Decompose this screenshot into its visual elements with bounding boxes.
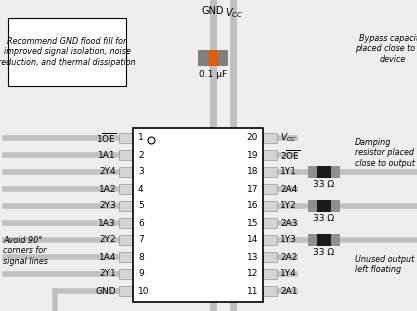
Text: 1A3: 1A3 — [98, 219, 116, 228]
Bar — [331, 234, 340, 246]
Text: 4: 4 — [138, 184, 143, 193]
Bar — [263, 218, 277, 228]
Bar — [119, 150, 133, 160]
Text: 3: 3 — [138, 168, 144, 177]
Text: 18: 18 — [246, 168, 258, 177]
Text: 2A3: 2A3 — [280, 219, 297, 228]
Bar — [119, 201, 133, 211]
Text: GND: GND — [95, 286, 116, 295]
Bar — [119, 167, 133, 177]
Text: Bypass capacitor
placed close to the
device: Bypass capacitor placed close to the dev… — [355, 34, 417, 64]
Text: 17: 17 — [246, 184, 258, 193]
Text: 2A2: 2A2 — [280, 253, 297, 262]
Text: 7: 7 — [138, 235, 144, 244]
Text: $V_{CC}$: $V_{CC}$ — [280, 132, 297, 144]
Bar — [119, 252, 133, 262]
Text: 15: 15 — [246, 219, 258, 228]
Text: 2Y4: 2Y4 — [99, 168, 116, 177]
Text: 5: 5 — [138, 202, 144, 211]
Bar — [308, 234, 317, 246]
Text: 11: 11 — [246, 286, 258, 295]
Text: GND: GND — [202, 6, 224, 16]
Bar — [208, 50, 218, 66]
Text: 16: 16 — [246, 202, 258, 211]
Text: 14: 14 — [246, 235, 258, 244]
Text: 1$\overline{\mathrm{OE}}$: 1$\overline{\mathrm{OE}}$ — [95, 131, 116, 145]
Text: Damping
resistor placed
close to output: Damping resistor placed close to output — [355, 138, 415, 168]
Bar — [119, 269, 133, 279]
Text: 20: 20 — [246, 133, 258, 142]
Bar — [119, 218, 133, 228]
Text: 8: 8 — [138, 253, 144, 262]
Bar — [331, 200, 340, 212]
Text: 1Y1: 1Y1 — [280, 168, 297, 177]
Text: 1: 1 — [138, 133, 144, 142]
Text: 33 Ω: 33 Ω — [314, 248, 334, 257]
Text: 12: 12 — [246, 270, 258, 278]
Text: 2A4: 2A4 — [280, 184, 297, 193]
Bar — [119, 286, 133, 296]
Text: 2Y2: 2Y2 — [99, 235, 116, 244]
Text: 1A4: 1A4 — [98, 253, 116, 262]
Text: 6: 6 — [138, 219, 144, 228]
Text: 2A1: 2A1 — [280, 286, 297, 295]
Text: 2: 2 — [138, 151, 143, 160]
Bar — [263, 286, 277, 296]
Bar — [317, 234, 331, 246]
Text: Avoid 90°
corners for
signal lines: Avoid 90° corners for signal lines — [3, 236, 48, 266]
Bar — [263, 184, 277, 194]
Text: 13: 13 — [246, 253, 258, 262]
Bar — [133, 128, 263, 302]
Bar — [308, 166, 317, 178]
Text: Recommend GND flood fill for
improved signal isolation, noise
reduction, and the: Recommend GND flood fill for improved si… — [0, 37, 136, 67]
Bar — [263, 269, 277, 279]
Text: 19: 19 — [246, 151, 258, 160]
Text: 1Y4: 1Y4 — [280, 270, 297, 278]
Bar — [119, 133, 133, 143]
Bar — [263, 252, 277, 262]
Text: 1Y2: 1Y2 — [280, 202, 297, 211]
Bar — [119, 184, 133, 194]
Bar — [317, 166, 331, 178]
Bar — [198, 50, 208, 66]
Bar — [263, 167, 277, 177]
Bar — [218, 50, 228, 66]
Text: 1A1: 1A1 — [98, 151, 116, 160]
Text: 1Y3: 1Y3 — [280, 235, 297, 244]
Bar — [263, 133, 277, 143]
Text: 1A2: 1A2 — [98, 184, 116, 193]
Text: Unused output
left floating: Unused output left floating — [355, 255, 414, 274]
Text: 10: 10 — [138, 286, 150, 295]
Bar — [119, 235, 133, 245]
Text: 33 Ω: 33 Ω — [314, 180, 334, 189]
Text: Unused input
tied to GND: Unused input tied to GND — [170, 212, 224, 231]
Bar — [263, 235, 277, 245]
Text: 2$\overline{\mathrm{OE}}$: 2$\overline{\mathrm{OE}}$ — [280, 148, 301, 162]
Bar — [308, 200, 317, 212]
Bar — [331, 166, 340, 178]
Text: 0.1 μF: 0.1 μF — [199, 70, 227, 79]
Text: $V_{CC}$: $V_{CC}$ — [225, 6, 243, 20]
Bar — [317, 200, 331, 212]
Text: 2Y1: 2Y1 — [99, 270, 116, 278]
Text: 2Y3: 2Y3 — [99, 202, 116, 211]
Text: 9: 9 — [138, 270, 144, 278]
Bar — [8, 18, 126, 86]
Bar — [263, 150, 277, 160]
Bar — [263, 201, 277, 211]
Text: 33 Ω: 33 Ω — [314, 214, 334, 223]
